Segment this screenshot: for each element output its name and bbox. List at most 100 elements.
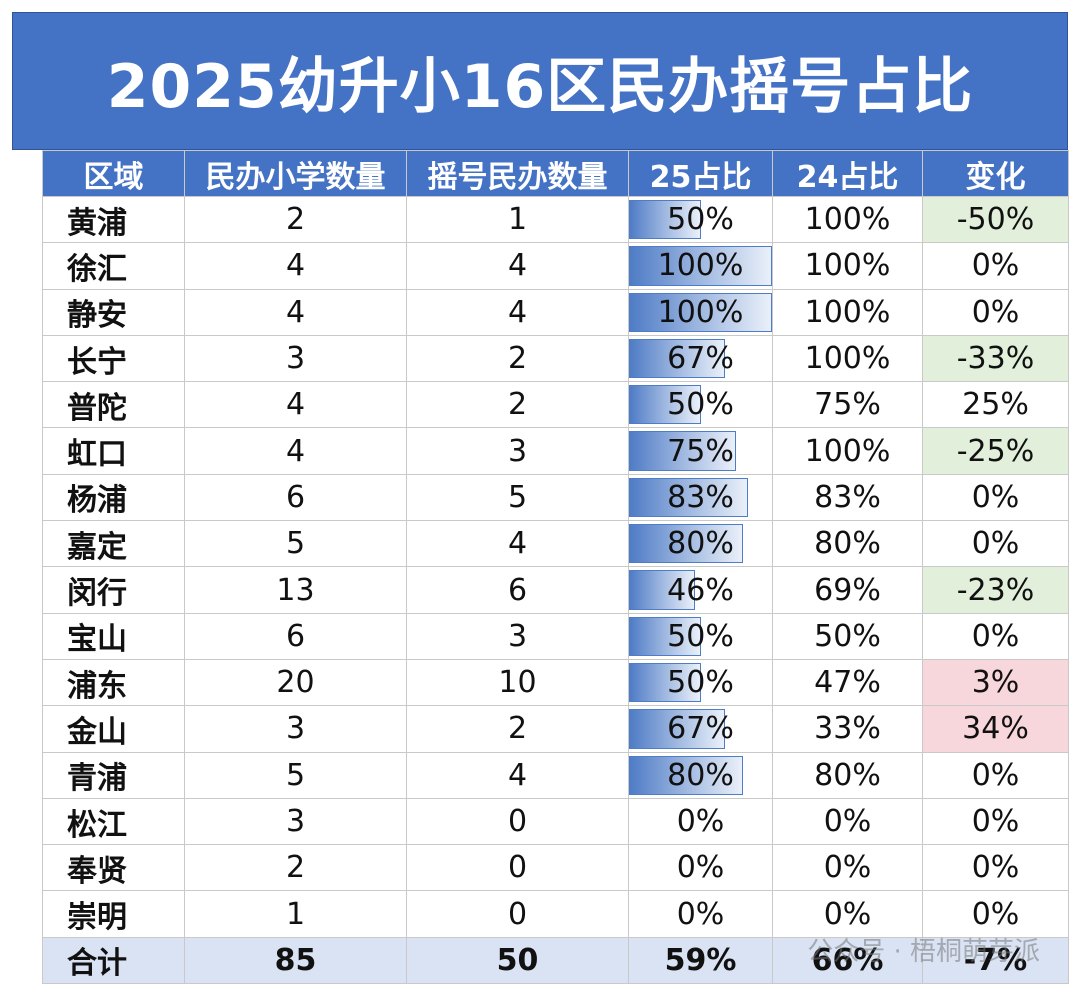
ratio-25-databar [629, 524, 744, 564]
total-label: 合计 [42, 936, 185, 985]
ratio-25-cell: 100% [628, 242, 773, 290]
region-cell: 黄浦 [42, 195, 185, 244]
header-ratio-25: 25占比 [628, 150, 773, 197]
change-cell: 0% [922, 890, 1069, 938]
lottery-count-cell: 10 [406, 658, 629, 707]
region-cell: 嘉定 [42, 520, 185, 568]
lottery-count-cell: 1 [406, 195, 629, 244]
ratio-25-cell: 50% [628, 612, 773, 660]
lottery-count-cell: 3 [406, 427, 629, 475]
ratio-25-databar [629, 292, 772, 332]
total-ratio-24: 66% [772, 936, 923, 985]
page-title: 2025幼升小16区民办摇号占比 [106, 51, 974, 122]
ratio-25-cell: 67% [628, 705, 773, 753]
ratio-25-value: 50% [667, 202, 734, 238]
school-count-cell: 3 [184, 705, 407, 753]
table-row: 奉贤 2 0 0% 0% 0% [42, 844, 1069, 892]
school-count-cell: 20 [184, 658, 407, 707]
ratio-25-databar [629, 338, 725, 379]
school-count-cell: 1 [184, 890, 407, 938]
ratio-25-cell: 83% [628, 473, 773, 522]
region-cell: 虹口 [42, 427, 185, 475]
lottery-count-cell: 2 [406, 381, 629, 429]
region-cell: 静安 [42, 288, 185, 336]
ratio-24-cell: 0% [772, 844, 923, 892]
region-cell: 宝山 [42, 612, 185, 660]
region-cell: 徐汇 [42, 242, 185, 290]
lottery-count-cell: 5 [406, 473, 629, 522]
left-margin [0, 150, 42, 994]
lottery-count-cell: 4 [406, 242, 629, 290]
lottery-count-cell: 0 [406, 797, 629, 846]
change-cell: -25% [922, 427, 1069, 475]
header-school-count: 民办小学数量 [184, 150, 407, 197]
table-row: 静安 4 4 100% 100% 0% [42, 288, 1069, 336]
ratio-25-value: 0% [676, 896, 725, 932]
region-cell: 松江 [42, 797, 185, 846]
total-lottery: 50 [406, 936, 629, 985]
ratio-25-cell: 50% [628, 195, 773, 244]
ratio-25-value: 80% [667, 526, 734, 562]
ratio-25-databar [629, 755, 744, 795]
ratio-25-databar [629, 246, 772, 286]
ratio-25-value: 67% [667, 341, 734, 377]
ratio-24-cell: 100% [772, 288, 923, 336]
lottery-count-cell: 6 [406, 566, 629, 614]
ratio-25-value: 100% [657, 248, 744, 284]
table-row: 松江 3 0 0% 0% 0% [42, 797, 1069, 846]
total-change: -7% [922, 936, 1069, 985]
region-cell: 奉贤 [42, 844, 185, 892]
change-cell: 0% [922, 844, 1069, 892]
region-cell: 普陀 [42, 381, 185, 429]
change-cell: 0% [922, 520, 1069, 568]
region-cell: 青浦 [42, 751, 185, 799]
table-row: 虹口 4 3 75% 100% -25% [42, 427, 1069, 475]
school-count-cell: 2 [184, 844, 407, 892]
school-count-cell: 6 [184, 612, 407, 660]
table-row: 徐汇 4 4 100% 100% 0% [42, 242, 1069, 290]
change-cell: 0% [922, 242, 1069, 290]
table-row: 黄浦 2 1 50% 100% -50% [42, 195, 1069, 244]
ratio-25-cell: 100% [628, 288, 773, 336]
table-row: 宝山 6 3 50% 50% 0% [42, 612, 1069, 660]
total-schools: 85 [184, 936, 407, 985]
ratio-24-cell: 0% [772, 890, 923, 938]
ratio-25-cell: 75% [628, 427, 773, 475]
header-lottery-count: 摇号民办数量 [406, 150, 629, 197]
change-cell: 0% [922, 751, 1069, 799]
ratio-25-databar [629, 385, 701, 425]
lottery-count-cell: 0 [406, 890, 629, 938]
ratio-25-databar [629, 200, 701, 240]
school-count-cell: 4 [184, 427, 407, 475]
table-row: 杨浦 6 5 83% 83% 0% [42, 473, 1069, 522]
ratio-25-value: 80% [667, 757, 734, 793]
ratio-24-cell: 47% [772, 658, 923, 707]
ratio-25-cell: 67% [628, 334, 773, 383]
ratio-25-value: 0% [676, 804, 725, 839]
lottery-count-cell: 4 [406, 751, 629, 799]
table-row: 浦东 20 10 50% 47% 3% [42, 658, 1069, 707]
ratio-24-cell: 83% [772, 473, 923, 522]
ratio-25-value: 46% [667, 572, 734, 608]
ratio-25-cell: 80% [628, 520, 773, 568]
region-cell: 金山 [42, 705, 185, 753]
school-count-cell: 6 [184, 473, 407, 522]
region-cell: 杨浦 [42, 473, 185, 522]
header-row: 区域 民办小学数量 摇号民办数量 25占比 24占比 变化 [42, 150, 1069, 197]
ratio-24-cell: 100% [772, 334, 923, 383]
table-row: 金山 3 2 67% 33% 34% [42, 705, 1069, 753]
ratio-25-cell: 0% [628, 844, 773, 892]
region-cell: 崇明 [42, 890, 185, 938]
header-ratio-24: 24占比 [772, 150, 923, 197]
change-cell: 25% [922, 381, 1069, 429]
region-cell: 闵行 [42, 566, 185, 614]
ratio-24-cell: 75% [772, 381, 923, 429]
table-row: 长宁 3 2 67% 100% -33% [42, 334, 1069, 383]
lottery-count-cell: 4 [406, 520, 629, 568]
ratio-24-cell: 0% [772, 797, 923, 846]
school-count-cell: 4 [184, 381, 407, 429]
ratio-25-value: 0% [676, 850, 725, 886]
total-ratio-25: 59% [628, 936, 773, 985]
ratio-24-cell: 100% [772, 242, 923, 290]
ratio-25-cell: 46% [628, 566, 773, 614]
